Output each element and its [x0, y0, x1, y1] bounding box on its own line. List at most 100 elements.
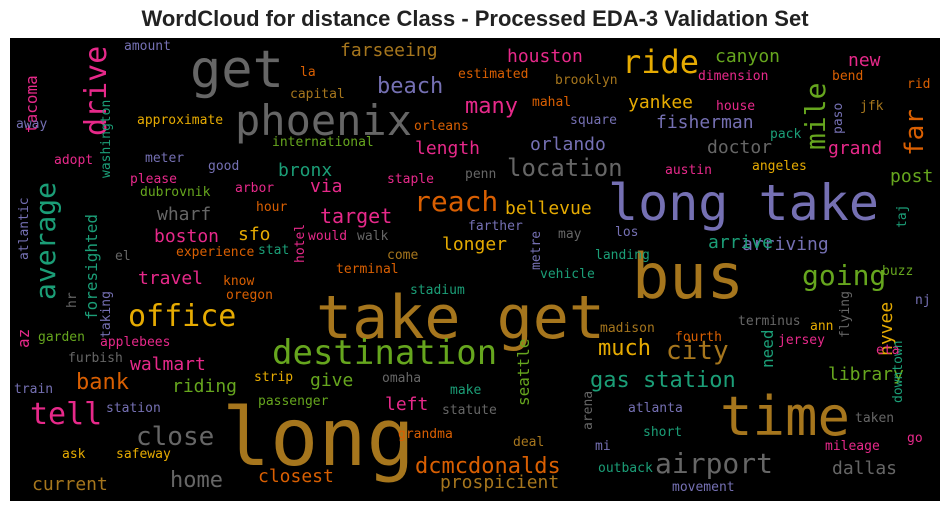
word-house: house [716, 99, 756, 114]
word-atlanta: atlanta [628, 401, 683, 416]
word-az: az [14, 328, 33, 348]
word-left: left [385, 394, 429, 415]
word-stadium: stadium [410, 283, 465, 298]
word-landing: landing [595, 248, 650, 263]
word-oregon: oregon [226, 288, 273, 303]
word-farther: farther [468, 219, 523, 234]
word-please: please [130, 172, 177, 187]
word-ask: ask [62, 447, 86, 462]
word-post: post [890, 166, 934, 187]
word-pack: pack [770, 127, 802, 142]
word-orleans: orleans [414, 119, 469, 134]
word-terminal: terminal [336, 262, 399, 277]
word-madison: madison [600, 321, 655, 336]
word-garden: garden [38, 330, 85, 345]
word-current: current [32, 474, 108, 495]
word-new: new [848, 50, 881, 71]
word-many: many [465, 94, 518, 119]
word-taken: taken [855, 411, 895, 426]
word-take-get: take get [316, 283, 605, 353]
word-tell: tell [30, 397, 103, 432]
word-stat: stat [258, 243, 290, 258]
word-passenger: passenger [258, 394, 329, 409]
word-sfo: sfo [238, 224, 271, 245]
word-applebees: applebees [100, 335, 171, 350]
word-give: give [310, 370, 354, 391]
word-reach: reach [414, 185, 499, 218]
word-buzz: buzz [882, 264, 914, 279]
word-wharf: wharf [157, 204, 212, 225]
word-adopt: adopt [54, 153, 94, 168]
word-canyon: canyon [715, 46, 781, 67]
word-international: international [272, 135, 374, 150]
word-approximate: approximate [137, 113, 224, 128]
word-los: los [615, 225, 639, 240]
word-library: library [828, 364, 904, 385]
word-grand: grand [828, 138, 883, 159]
word-arena: arena [581, 390, 596, 430]
word-fisherman: fisherman [656, 112, 754, 133]
word-taj: taj [895, 204, 910, 228]
word-paso: paso [831, 102, 846, 134]
word-flying: flying [838, 291, 853, 338]
word-jfk: jfk [860, 99, 884, 114]
word-la: la [300, 65, 316, 80]
word-dimension: dimension [698, 69, 769, 84]
word-prospicient: prospicient [440, 472, 560, 493]
word-meter: meter [145, 151, 185, 166]
word-come: come [387, 248, 419, 263]
word-walmart: walmart [130, 354, 206, 375]
word-metre: metre [529, 230, 544, 270]
word-time: time [720, 385, 851, 448]
word-boston: boston [154, 226, 220, 247]
word-staple: staple [387, 172, 434, 187]
word-statute: statute [442, 403, 497, 418]
word-doctor: doctor [707, 137, 773, 158]
word-long-take: long take [608, 174, 879, 232]
word-omaha: omaha [382, 371, 422, 386]
word-fourth: fourth [675, 330, 722, 345]
word-movement: movement [672, 480, 735, 495]
word-walk: walk [357, 229, 389, 244]
word-train: train [14, 382, 54, 397]
word-arrive: arrive [708, 232, 774, 253]
word-hotel: hotel [293, 223, 308, 263]
word-houston: houston [507, 46, 583, 67]
word-foresighted: foresighted [82, 214, 101, 320]
word-much: much [598, 336, 651, 361]
word-terminus: terminus [738, 314, 801, 329]
word-riding: riding [172, 376, 238, 397]
word-good: good [208, 159, 240, 174]
word-atlantic: atlantic [17, 197, 32, 260]
word-nj: nj [915, 293, 931, 308]
word-average: average [29, 181, 62, 300]
word-rid: rid [907, 77, 931, 92]
word-station: station [106, 401, 161, 416]
word-farseeing: farseeing [340, 40, 438, 61]
word-beach: beach [377, 74, 444, 99]
word-vehicle: vehicle [540, 267, 595, 282]
word-need: need [758, 329, 777, 368]
word-estimated: estimated [458, 67, 529, 82]
word-mileage: mileage [825, 439, 880, 454]
word-ride: ride [622, 43, 700, 81]
word-dubrovnik: dubrovnik [140, 185, 211, 200]
word-arriving: arriving [742, 234, 829, 255]
word-may: may [558, 227, 582, 242]
word-short: short [643, 425, 683, 440]
word-square: square [570, 113, 617, 128]
word-length: length [415, 138, 481, 159]
word-el: el [115, 249, 131, 264]
word-grandma: grandma [398, 427, 453, 442]
word-know: know [223, 274, 255, 289]
word-furbish: furbish [68, 351, 123, 366]
word-bend: bend [832, 69, 864, 84]
word-bellevue: bellevue [505, 198, 592, 219]
word-arbor: arbor [235, 181, 275, 196]
word-city: city [666, 336, 729, 366]
word-travel: travel [138, 268, 204, 289]
word-austin: austin [665, 163, 712, 178]
word-strip: strip [254, 370, 294, 385]
word-jersey: jersey [778, 333, 825, 348]
word-taking: taking [99, 291, 114, 338]
